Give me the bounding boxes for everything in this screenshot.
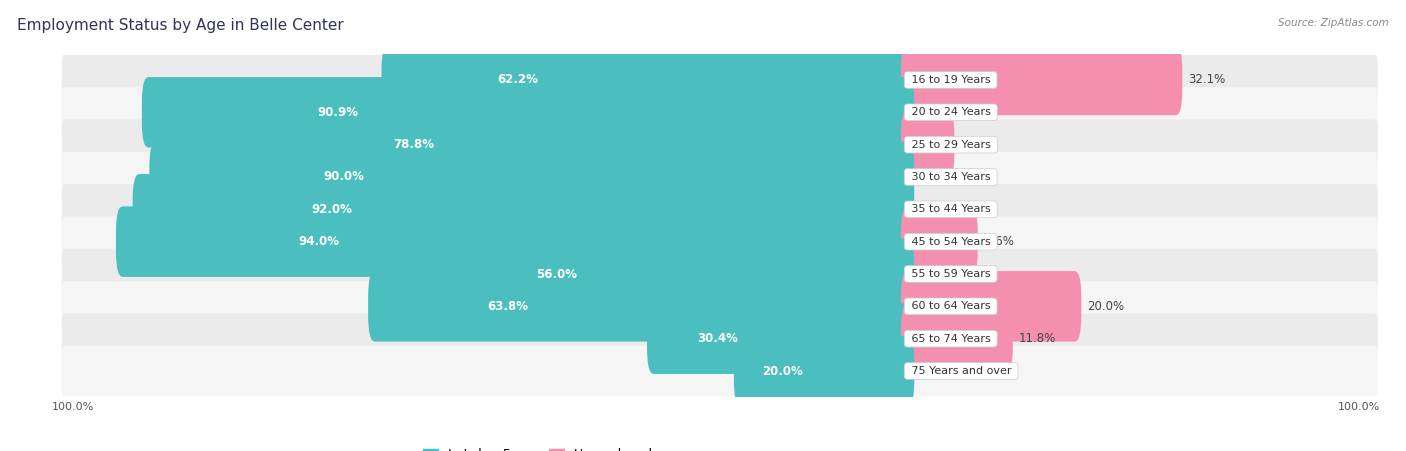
- FancyBboxPatch shape: [647, 304, 914, 374]
- Text: 20.0%: 20.0%: [1087, 300, 1125, 313]
- FancyBboxPatch shape: [62, 346, 1378, 396]
- Text: 78.8%: 78.8%: [394, 138, 434, 151]
- Text: 4.8%: 4.8%: [960, 138, 990, 151]
- FancyBboxPatch shape: [62, 313, 1378, 364]
- FancyBboxPatch shape: [901, 45, 1182, 115]
- Text: 56.0%: 56.0%: [536, 267, 578, 281]
- FancyBboxPatch shape: [433, 239, 914, 309]
- Text: Source: ZipAtlas.com: Source: ZipAtlas.com: [1278, 18, 1389, 28]
- Text: 63.8%: 63.8%: [488, 300, 529, 313]
- Text: 45 to 54 Years: 45 to 54 Years: [908, 237, 994, 247]
- FancyBboxPatch shape: [901, 271, 1081, 341]
- FancyBboxPatch shape: [734, 336, 914, 406]
- Text: 32.1%: 32.1%: [1188, 74, 1226, 87]
- Text: 94.0%: 94.0%: [298, 235, 339, 248]
- Legend: In Labor Force, Unemployed: In Labor Force, Unemployed: [418, 443, 658, 451]
- FancyBboxPatch shape: [115, 207, 914, 277]
- Text: 20.0%: 20.0%: [762, 364, 803, 377]
- FancyBboxPatch shape: [62, 152, 1378, 202]
- Text: 25 to 29 Years: 25 to 29 Years: [908, 140, 994, 150]
- FancyBboxPatch shape: [62, 281, 1378, 331]
- FancyBboxPatch shape: [62, 55, 1378, 105]
- FancyBboxPatch shape: [901, 304, 1012, 374]
- Text: 0.0%: 0.0%: [920, 267, 949, 281]
- Text: 60 to 64 Years: 60 to 64 Years: [908, 301, 994, 311]
- FancyBboxPatch shape: [901, 207, 977, 277]
- Text: 35 to 44 Years: 35 to 44 Years: [908, 204, 994, 214]
- Text: 30 to 34 Years: 30 to 34 Years: [908, 172, 994, 182]
- Text: 55 to 59 Years: 55 to 59 Years: [908, 269, 994, 279]
- Text: 62.2%: 62.2%: [498, 74, 538, 87]
- FancyBboxPatch shape: [62, 120, 1378, 170]
- FancyBboxPatch shape: [243, 110, 914, 180]
- Text: 75 Years and over: 75 Years and over: [908, 366, 1015, 376]
- Text: Employment Status by Age in Belle Center: Employment Status by Age in Belle Center: [17, 18, 343, 33]
- FancyBboxPatch shape: [149, 142, 914, 212]
- Text: 0.0%: 0.0%: [920, 203, 949, 216]
- Text: 0.0%: 0.0%: [920, 364, 949, 377]
- FancyBboxPatch shape: [142, 77, 914, 147]
- Text: 0.0%: 0.0%: [920, 106, 949, 119]
- Text: 65 to 74 Years: 65 to 74 Years: [908, 334, 994, 344]
- FancyBboxPatch shape: [62, 184, 1378, 235]
- FancyBboxPatch shape: [381, 45, 914, 115]
- Text: 90.9%: 90.9%: [318, 106, 359, 119]
- Text: 30.4%: 30.4%: [697, 332, 738, 345]
- Text: 16 to 19 Years: 16 to 19 Years: [908, 75, 994, 85]
- FancyBboxPatch shape: [62, 87, 1378, 138]
- Text: 92.0%: 92.0%: [311, 203, 352, 216]
- FancyBboxPatch shape: [901, 110, 955, 180]
- Text: 7.6%: 7.6%: [984, 235, 1014, 248]
- FancyBboxPatch shape: [62, 216, 1378, 267]
- FancyBboxPatch shape: [132, 174, 914, 244]
- FancyBboxPatch shape: [368, 271, 914, 341]
- Text: 20 to 24 Years: 20 to 24 Years: [908, 107, 994, 117]
- Text: 0.0%: 0.0%: [920, 170, 949, 184]
- Text: 11.8%: 11.8%: [1019, 332, 1056, 345]
- FancyBboxPatch shape: [62, 249, 1378, 299]
- Text: 90.0%: 90.0%: [323, 170, 364, 184]
